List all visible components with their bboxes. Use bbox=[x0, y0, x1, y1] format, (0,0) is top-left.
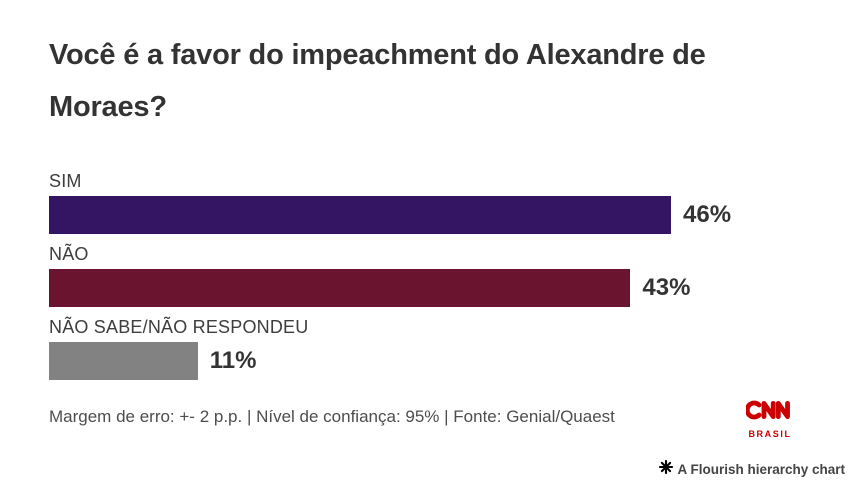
chart-title: Você é a favor do impeachment do Alexand… bbox=[49, 39, 706, 124]
cnn-logo-icon bbox=[744, 400, 794, 427]
cnn-logo-region-label: BRASIL bbox=[748, 429, 792, 439]
bar-category-label: NÃO bbox=[49, 244, 89, 264]
bar-nao-sabe[interactable] bbox=[49, 342, 198, 380]
bar-row-sim: SIM 46% bbox=[49, 170, 731, 234]
flourish-attribution-link[interactable]: A Flourish hierarchy chart bbox=[659, 459, 845, 479]
methodology-note: Margem de erro: +- 2 p.p. | Nível de con… bbox=[49, 407, 615, 426]
flourish-attribution-text: A Flourish hierarchy chart bbox=[677, 462, 845, 477]
cnn-brasil-logo: BRASIL bbox=[744, 397, 796, 439]
bar-value-label: 11% bbox=[209, 347, 257, 374]
bar-row-nao: NÃO 43% bbox=[49, 243, 690, 307]
flourish-asterisk-icon bbox=[659, 459, 674, 479]
bar-category-label: SIM bbox=[49, 171, 82, 191]
bar-nao[interactable] bbox=[49, 269, 631, 307]
bar-value-label: 46% bbox=[683, 201, 732, 228]
bar-value-label: 43% bbox=[642, 274, 691, 301]
bar-row-nao-sabe: NÃO SABE/NÃO RESPONDEU 11% bbox=[49, 316, 308, 380]
bar-category-label: NÃO SABE/NÃO RESPONDEU bbox=[49, 317, 309, 337]
bar-sim[interactable] bbox=[49, 196, 671, 234]
